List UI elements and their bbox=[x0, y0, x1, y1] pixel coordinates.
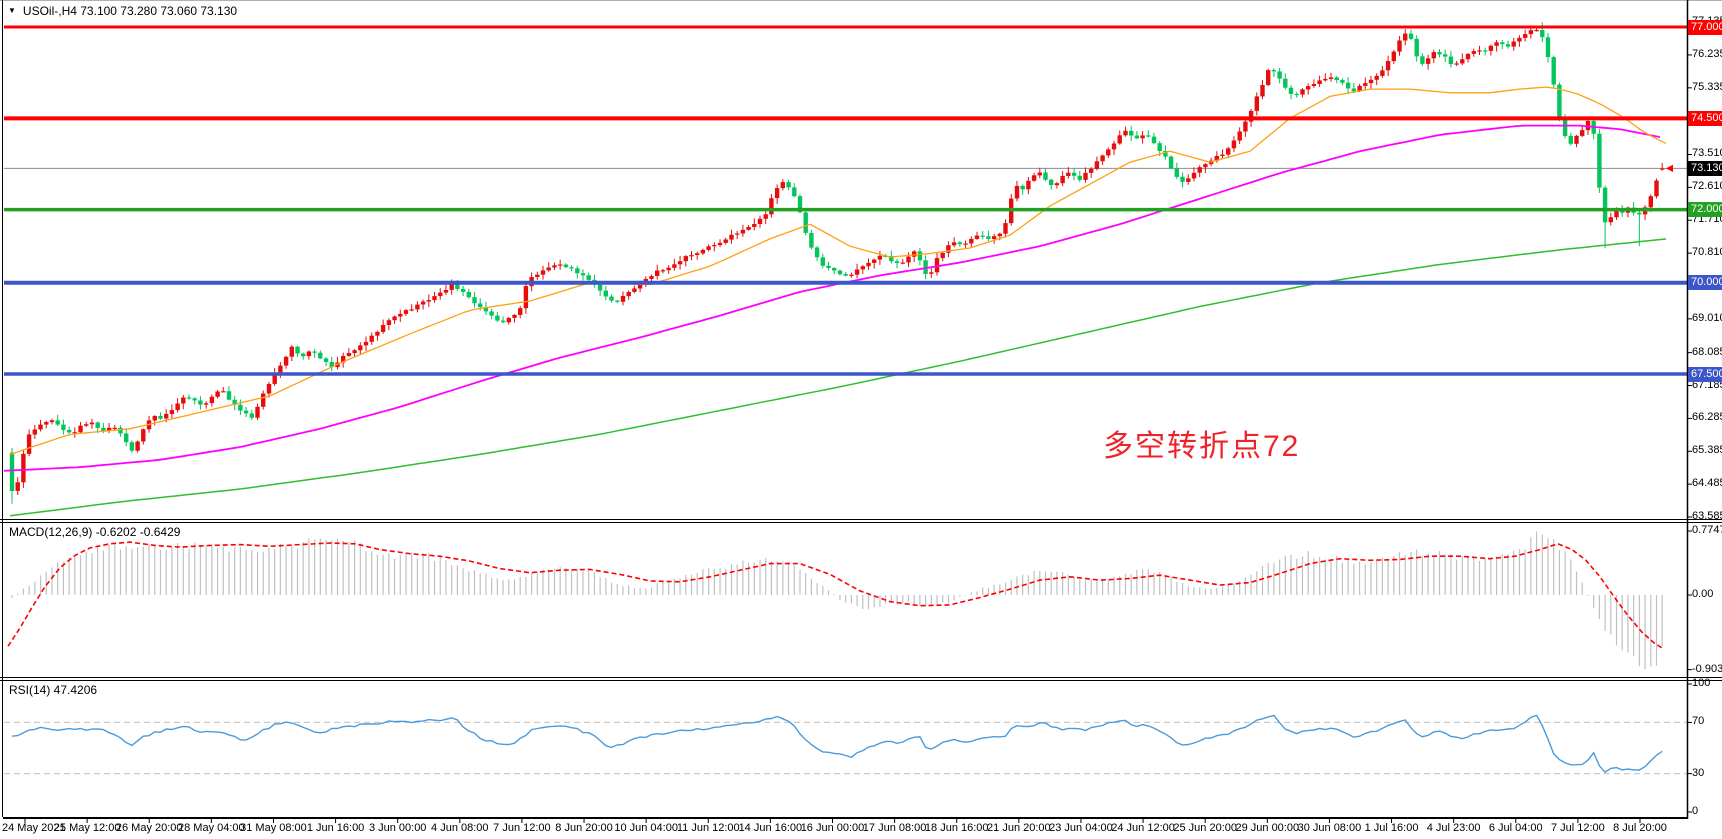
price-level-badge-72.000: 72.000 bbox=[1688, 202, 1722, 218]
macd-tick-label: -0.9034 bbox=[1692, 662, 1722, 675]
macd-indicator-label: MACD(12,26,9) -0.6202 -0.6429 bbox=[9, 525, 181, 539]
time-axis-label: 8 Jul 20:00 bbox=[1613, 822, 1667, 834]
time-axis-label: 16 Jun 00:00 bbox=[800, 822, 865, 834]
price-tick-label: 68.085 bbox=[1692, 345, 1722, 358]
time-axis-label: 29 Jun 00:00 bbox=[1235, 822, 1300, 834]
chart-annotation-text[interactable]: 多空转折点72 bbox=[1103, 430, 1301, 463]
time-axis-label: 4 Jul 23:00 bbox=[1426, 822, 1481, 834]
price-tick-label: 66.285 bbox=[1692, 411, 1722, 424]
price-tick-label: 73.510 bbox=[1692, 147, 1722, 160]
time-axis-label: 25 Jun 20:00 bbox=[1173, 822, 1237, 834]
price-level-badge-70.000: 70.000 bbox=[1688, 275, 1722, 291]
time-axis-label: 14 Jun 16:00 bbox=[738, 822, 803, 834]
time-axis-label: 7 Jun 12:00 bbox=[493, 822, 551, 834]
candles-layer bbox=[9, 22, 1665, 504]
rsi-tick-label: 70 bbox=[1692, 715, 1705, 728]
price-tick-label: 69.010 bbox=[1692, 311, 1722, 324]
time-axis-label: 26 May 20:00 bbox=[115, 822, 183, 834]
price-tick-label: 63.585 bbox=[1692, 510, 1722, 523]
ma-mid-line bbox=[3, 124, 1661, 472]
price-tick-label: 67.185 bbox=[1692, 378, 1722, 391]
time-axis[interactable]: 24 May 2021 25 May 12:00 26 May 20:00 28 Ma… bbox=[0, 819, 1722, 839]
time-axis-label: 18 Jun 16:00 bbox=[924, 822, 989, 834]
time-axis-label: 7 Jul 12:00 bbox=[1550, 822, 1605, 834]
rsi-tick-label: 0 bbox=[1692, 805, 1699, 817]
time-axis-label: 21 Jun 20:00 bbox=[987, 822, 1051, 834]
time-axis-label: 11 Jun 12:00 bbox=[676, 822, 740, 834]
macd-histogram bbox=[11, 531, 1663, 669]
price-tick-label: 75.335 bbox=[1692, 80, 1722, 93]
time-axis-label: 1 Jun 16:00 bbox=[306, 822, 365, 834]
time-axis-label: 17 Jun 08:00 bbox=[862, 822, 927, 834]
price-tick-label: 76.235 bbox=[1692, 47, 1722, 60]
ma-fast-line bbox=[9, 86, 1667, 456]
time-axis-label: 8 Jun 20:00 bbox=[555, 822, 613, 834]
price-level-badge-67.500: 67.500 bbox=[1688, 366, 1722, 382]
time-axis-label: 4 Jun 08:00 bbox=[431, 822, 489, 834]
price-tick-label: 64.485 bbox=[1692, 477, 1722, 490]
rsi-line bbox=[11, 714, 1663, 774]
macd-signal-line bbox=[7, 541, 1663, 649]
time-axis-label: 10 Jun 04:00 bbox=[614, 822, 678, 834]
macd-tick-label: 0.7747 bbox=[1692, 524, 1722, 536]
rsi-tick-label: 100 bbox=[1692, 677, 1711, 689]
chart-title-text: USOil-,H4 73.100 73.280 73.060 73.130 bbox=[22, 4, 238, 18]
time-axis-label: 30 Jun 08:00 bbox=[1297, 822, 1362, 834]
time-axis-label: 23 Jun 04:00 bbox=[1049, 822, 1113, 834]
symbol-dropdown-icon[interactable]: ▼ bbox=[8, 6, 16, 15]
price-axis[interactable]: 77.13576.23575.33574.41073.51072.61071.7… bbox=[1688, 0, 1722, 818]
time-axis-label: 31 May 08:00 bbox=[240, 822, 307, 834]
current-price-badge: 73.130 bbox=[1688, 160, 1722, 176]
time-axis-label: 3 Jun 00:00 bbox=[368, 822, 427, 834]
time-axis-label: 24 May 2021 bbox=[2, 822, 66, 834]
rsi-indicator-label: RSI(14) 47.4206 bbox=[9, 683, 98, 697]
rsi-tick-label: 30 bbox=[1692, 766, 1705, 779]
price-tick-label: 65.385 bbox=[1692, 444, 1722, 457]
macd-tick-label: 0.00 bbox=[1692, 588, 1714, 600]
time-axis-label: 24 Jun 12:00 bbox=[1111, 822, 1175, 834]
time-axis-label: 6 Jul 04:00 bbox=[1488, 822, 1543, 834]
time-axis-label: 1 Jul 16:00 bbox=[1364, 822, 1419, 834]
time-axis-label: 28 May 04:00 bbox=[178, 822, 245, 834]
price-level-badge-74.500: 74.500 bbox=[1688, 110, 1722, 126]
price-level-badge-77.000: 77.000 bbox=[1688, 19, 1722, 35]
chart-title: ▼ USOil-,H4 73.100 73.280 73.060 73.130 bbox=[8, 4, 237, 18]
current-price-arrow-icon bbox=[1666, 164, 1673, 172]
price-tick-label: 72.610 bbox=[1692, 180, 1722, 193]
ma-slow-line bbox=[9, 238, 1667, 517]
price-tick-label: 70.810 bbox=[1692, 246, 1722, 259]
time-axis-label: 25 May 12:00 bbox=[53, 822, 121, 834]
